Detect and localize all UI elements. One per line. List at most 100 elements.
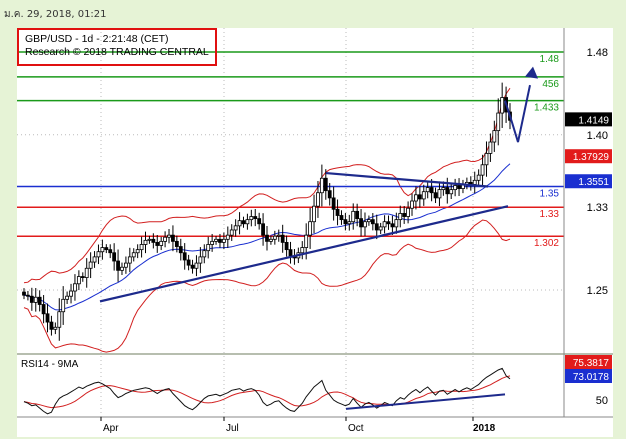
candle-body-73 — [308, 221, 313, 236]
candle-body-36 — [163, 236, 167, 242]
candle-body-76 — [319, 177, 324, 194]
candle-body-15 — [80, 276, 85, 278]
candle-body-45 — [198, 256, 203, 264]
candle-body-100 — [414, 194, 418, 202]
candle-body-77 — [323, 177, 328, 192]
candle-body-66 — [280, 234, 285, 243]
price-tick-3: 1.25 — [587, 285, 608, 297]
candle-body-35 — [159, 240, 164, 246]
candle-body-52 — [225, 234, 230, 240]
date-tick-1: Jul — [226, 423, 239, 434]
candle-body-42 — [186, 259, 191, 266]
candles — [22, 82, 512, 341]
price-tick-0: 1.48 — [587, 47, 608, 59]
candle-body-120 — [492, 130, 497, 143]
candle-body-90 — [374, 223, 379, 231]
candle-body-40 — [178, 246, 183, 254]
candle-body-10 — [61, 298, 66, 313]
candle-body-68 — [288, 249, 293, 257]
candle-body-21 — [104, 247, 109, 251]
candle-body-4 — [37, 296, 42, 305]
candle-body-19 — [96, 251, 101, 258]
candle-body-72 — [304, 234, 309, 248]
candle-body-104 — [429, 187, 434, 194]
candle-body-24 — [116, 260, 120, 271]
candle-body-3 — [33, 296, 38, 303]
candle-body-115 — [472, 179, 477, 185]
candle-body-91 — [378, 226, 383, 231]
candle-body-78 — [327, 190, 332, 199]
candle-body-17 — [88, 261, 93, 269]
candle-body-86 — [359, 218, 363, 228]
level-label-2: 1.433 — [534, 103, 559, 114]
candle-body-27 — [127, 256, 132, 264]
candle-body-5 — [41, 304, 46, 315]
candle-body-49 — [214, 238, 218, 242]
axes: 1.48 1.40 1.33 1.25 Apr Jul Oct 2018 — [17, 28, 613, 434]
candle-body-117 — [480, 164, 485, 176]
candle-body-116 — [476, 174, 481, 181]
candle-body-97 — [402, 213, 407, 217]
rsi-title: RSI14 - 9MA — [21, 359, 79, 370]
projection-arrow-path — [504, 84, 531, 143]
level-label-5: 1.302 — [534, 238, 559, 249]
candle-body-65 — [276, 234, 281, 237]
date-tick-3: 2018 — [473, 423, 496, 434]
candle-body-1 — [26, 294, 30, 297]
info-title: GBP/USD - 1d - 2:21:48 (CET) — [25, 33, 169, 45]
level-label-4: 1.33 — [540, 209, 560, 220]
candle-body-7 — [49, 321, 54, 330]
candle-body-9 — [57, 311, 62, 328]
candle-body-30 — [139, 244, 144, 251]
candle-body-2 — [29, 295, 34, 303]
candle-body-93 — [386, 221, 391, 225]
candle-body-28 — [131, 252, 136, 258]
info-copyright: Research © 2018 TRADING CENTRAL — [25, 46, 209, 58]
level-label-0: 1.48 — [540, 54, 560, 65]
rsi-tag-bg-1 — [565, 369, 612, 383]
grid-layer — [17, 28, 564, 417]
candle-body-41 — [182, 252, 187, 261]
candle-body-71 — [300, 247, 305, 254]
candle-body-89 — [370, 219, 375, 225]
candle-body-11 — [65, 295, 70, 300]
candle-body-34 — [155, 241, 160, 246]
candle-body-99 — [410, 200, 414, 209]
candle-body-75 — [316, 192, 320, 207]
candle-body-119 — [488, 141, 493, 154]
candle-body-118 — [484, 153, 489, 166]
candle-body-53 — [229, 229, 234, 236]
candle-body-111 — [457, 185, 461, 189]
candle-body-94 — [390, 223, 395, 228]
candle-body-92 — [382, 221, 387, 228]
candle-body-64 — [272, 235, 277, 240]
candle-body-61 — [261, 223, 265, 236]
candle-body-59 — [253, 216, 258, 220]
candle-body-38 — [171, 234, 175, 242]
candle-body-50 — [218, 238, 222, 243]
candle-body-98 — [406, 207, 410, 217]
candle-body-108 — [445, 187, 450, 195]
candle-body-88 — [367, 219, 371, 223]
candle-body-84 — [351, 210, 356, 223]
trendlines — [99, 66, 538, 303]
level-label-1: 456 — [542, 79, 559, 90]
info-box: GBP/USD - 1d - 2:21:48 (CET) Research © … — [17, 28, 217, 66]
candle-body-121 — [496, 112, 501, 132]
candle-body-79 — [331, 197, 336, 210]
value-tag-text-2: 1.3551 — [578, 177, 609, 188]
candle-body-56 — [241, 220, 246, 225]
candle-body-46 — [202, 250, 207, 258]
candle-body-122 — [500, 97, 505, 114]
rsi-tick-0: 50 — [596, 395, 608, 407]
rsi-panel: RSI14 - 9MA 75.3817 73.0178 50 — [21, 355, 612, 415]
rsi-line — [23, 367, 511, 415]
candle-body-23 — [112, 252, 117, 262]
candle-body-58 — [249, 216, 254, 221]
value-tag-bg-2 — [565, 174, 612, 189]
candle-body-106 — [437, 189, 442, 199]
timestamp-label: ม.ค. 29, 2018, 01:21 — [4, 9, 107, 20]
candle-body-60 — [257, 218, 262, 225]
candle-body-26 — [124, 262, 128, 268]
rsi-tag-text-0: 75.3817 — [573, 358, 610, 369]
